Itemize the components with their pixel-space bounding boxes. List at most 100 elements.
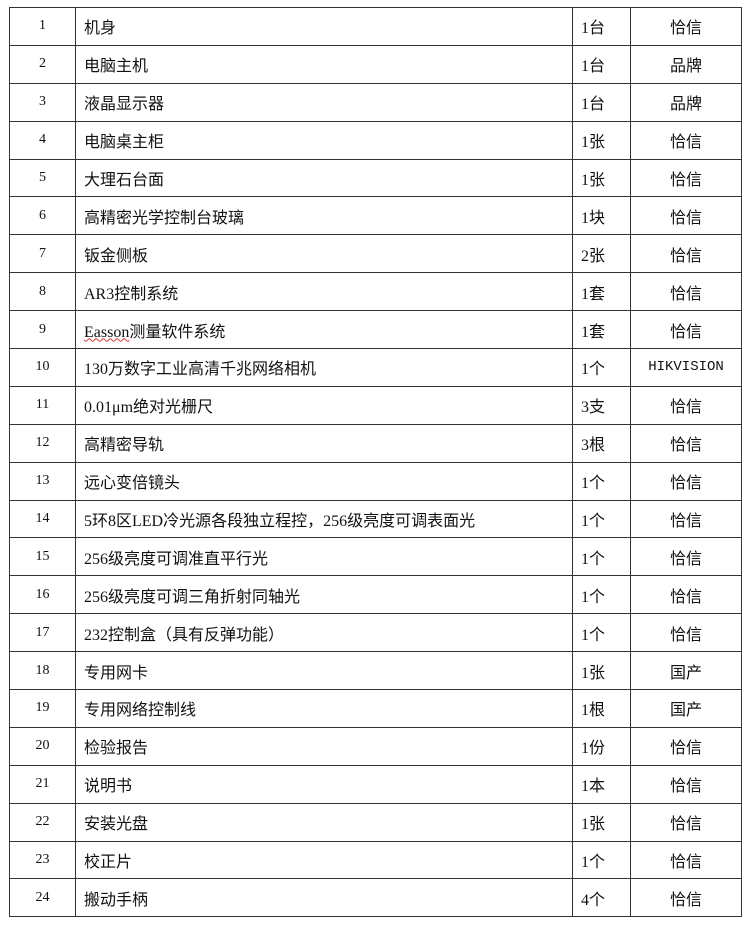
row-number: 5: [9, 158, 76, 198]
equipment-list-table: 1 机身 1台 恰信 2 电脑主机 1台 品牌 3 液晶显示器 1台 品牌 4 电脑桌主柜 1张 恰信 5 大理石…: [9, 7, 742, 918]
table-row: 3 液晶显示器 1台 品牌: [9, 82, 742, 122]
item-name: 远心变倍镜头: [75, 461, 573, 501]
row-number-text: 4: [39, 132, 46, 148]
item-name-text: 130万数字工业高清千兆网络相机: [84, 361, 317, 379]
row-number: 3: [9, 82, 76, 122]
row-number: 17: [9, 613, 76, 653]
row-number-text: 7: [39, 245, 46, 261]
item-brand: 恰信: [630, 575, 742, 615]
item-brand-text: 恰信: [669, 399, 702, 417]
item-quantity-text: 1套: [581, 323, 606, 341]
row-number: 20: [9, 726, 76, 766]
item-brand: 恰信: [630, 385, 742, 425]
item-quantity: 1张: [572, 120, 631, 160]
row-number-text: 15: [35, 548, 50, 564]
item-name-text: 校正片: [84, 854, 133, 872]
item-quantity-text: 1块: [581, 209, 606, 227]
item-quantity: 1套: [572, 272, 631, 312]
item-name: 搬动手柄: [75, 878, 573, 918]
row-number: 12: [9, 423, 76, 463]
row-number-text: 1: [39, 18, 46, 34]
row-number: 16: [9, 575, 76, 615]
item-brand-text: 恰信: [669, 513, 702, 531]
item-quantity: 1个: [572, 840, 631, 880]
table-row: 5 大理石台面 1张 恰信: [9, 158, 742, 198]
table-row: 12 高精密导轨 3根 恰信: [9, 423, 742, 463]
item-name: 电脑主机: [75, 44, 573, 84]
item-brand-text: HIKVISION: [648, 359, 724, 376]
item-name-text: 专用网络控制线: [84, 702, 197, 720]
row-number: 2: [9, 44, 76, 84]
item-quantity-text: 1个: [581, 854, 606, 872]
item-name: 256级亮度可调三角折射同轴光: [75, 575, 573, 615]
item-quantity-text: 1个: [581, 361, 606, 379]
item-quantity: 1套: [572, 310, 631, 350]
item-quantity: 1台: [572, 44, 631, 84]
item-brand: 恰信: [630, 764, 742, 804]
item-quantity-text: 3根: [581, 437, 606, 455]
table-row: 8 AR3控制系统 1套 恰信: [9, 272, 742, 312]
table-row: 6 高精密光学控制台玻璃 1块 恰信: [9, 196, 742, 236]
item-name: 钣金侧板: [75, 234, 573, 274]
item-quantity: 4个: [572, 878, 631, 918]
row-number: 8: [9, 272, 76, 312]
item-name: 电脑桌主柜: [75, 120, 573, 160]
item-quantity-text: 1个: [581, 513, 606, 531]
item-name-text: 232控制盒（具有反弹功能）: [84, 626, 285, 644]
table-row: 10 130万数字工业高清千兆网络相机 1个 HIKVISION: [9, 348, 742, 387]
item-name-text: 搬动手柄: [84, 891, 149, 909]
row-number-text: 16: [35, 586, 50, 602]
item-name: Easson测量软件系统: [75, 310, 573, 350]
item-name: 检验报告: [75, 726, 573, 766]
item-name-text: 高精密导轨: [84, 437, 165, 455]
row-number: 1: [9, 7, 76, 46]
item-brand-text: 恰信: [669, 588, 702, 606]
item-quantity-text: 1个: [581, 626, 606, 644]
item-quantity: 1个: [572, 348, 631, 387]
item-name-text: 高精密光学控制台玻璃: [84, 209, 245, 227]
table-row: 18 专用网卡 1张 国产: [9, 651, 742, 691]
table-row: 21 说明书 1本 恰信: [9, 764, 742, 804]
item-quantity: 1张: [572, 802, 631, 842]
item-quantity-text: 1个: [581, 475, 606, 493]
item-brand-text: 恰信: [669, 740, 702, 758]
row-number-text: 6: [39, 207, 46, 223]
row-number: 6: [9, 196, 76, 236]
table-row: 19 专用网络控制线 1根 国产: [9, 689, 742, 728]
item-quantity: 1个: [572, 499, 631, 539]
item-quantity-text: 3支: [581, 399, 606, 417]
table-row: 15 256级亮度可调准直平行光 1个 恰信: [9, 537, 742, 577]
item-brand-text: 国产: [669, 664, 702, 682]
item-quantity: 1本: [572, 764, 631, 804]
item-name-text: 256级亮度可调准直平行光: [84, 550, 269, 568]
item-name: 机身: [75, 7, 573, 46]
item-name: 校正片: [75, 840, 573, 880]
item-quantity: 1个: [572, 575, 631, 615]
table-row: 23 校正片 1个 恰信: [9, 840, 742, 880]
row-number: 21: [9, 764, 76, 804]
row-number: 23: [9, 840, 76, 880]
item-quantity-text: 1个: [581, 588, 606, 606]
row-number-text: 10: [35, 359, 50, 375]
item-quantity-text: 1个: [581, 550, 606, 568]
table-row: 11 0.01μm绝对光栅尺 3支 恰信: [9, 385, 742, 425]
item-quantity-text: 1台: [581, 20, 606, 38]
item-name: 232控制盒（具有反弹功能）: [75, 613, 573, 653]
item-quantity-text: 1张: [581, 664, 606, 682]
item-brand-text: 恰信: [669, 323, 702, 341]
item-quantity: 1张: [572, 651, 631, 691]
item-quantity: 3根: [572, 423, 631, 463]
item-brand-text: 恰信: [669, 854, 702, 872]
item-quantity: 1台: [572, 7, 631, 46]
item-brand: 恰信: [630, 196, 742, 236]
item-brand: 恰信: [630, 423, 742, 463]
item-name-text: 大理石台面: [84, 172, 165, 189]
item-name-text: 说明书: [84, 778, 133, 796]
item-name-text: 256级亮度可调三角折射同轴光: [84, 588, 301, 606]
row-number: 4: [9, 120, 76, 160]
item-brand: 恰信: [630, 499, 742, 539]
item-quantity-text: 1份: [581, 740, 606, 758]
row-number-text: 20: [35, 738, 50, 754]
item-name: 大理石台面: [75, 158, 573, 198]
item-name-text: 5环8区LED冷光源各段独立程控，256级亮度可调表面光: [84, 513, 476, 531]
